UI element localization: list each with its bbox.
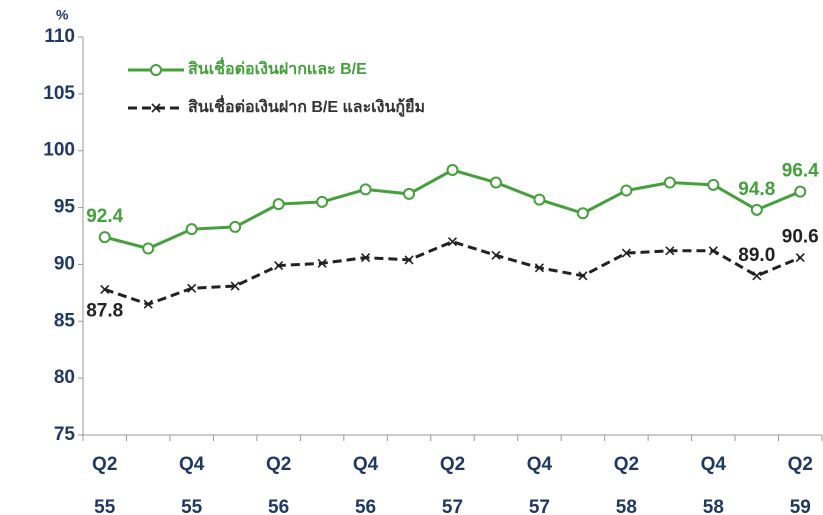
y-tick-label: 95 [54, 197, 76, 218]
legend-marker [150, 64, 162, 76]
point [274, 261, 284, 271]
legend-label: สินเชื่อต่อเงินฝาก B/E และเงินกู้ยืม [188, 95, 425, 118]
y-tick-label: 75 [54, 424, 76, 445]
point [665, 246, 675, 256]
point [142, 242, 155, 255]
y-tick-label: 105 [43, 83, 75, 104]
x-tick-label: 57 [442, 497, 463, 515]
point [663, 176, 676, 189]
x-tick-label: Q4 [701, 454, 727, 475]
x-tick-label: Q2 [788, 454, 813, 475]
point [446, 164, 459, 177]
y-tick-label: 80 [54, 367, 75, 388]
point [491, 250, 501, 260]
point [621, 248, 631, 258]
point [533, 193, 546, 206]
x-tick-label: 56 [268, 497, 289, 515]
point [230, 281, 240, 291]
point [576, 207, 589, 220]
x-tick-label: Q2 [614, 454, 639, 475]
point [794, 185, 807, 198]
point [752, 271, 762, 281]
x-tick-label: Q2 [440, 454, 465, 475]
y-tick-label: 100 [43, 140, 75, 161]
point [229, 220, 242, 233]
y-tick-label: 90 [54, 253, 75, 274]
x-tick-label: 59 [790, 497, 811, 515]
x-tick-label: Q2 [92, 454, 117, 475]
x-tick-label: Q2 [266, 454, 291, 475]
point [708, 246, 718, 256]
point [620, 184, 633, 197]
point [360, 253, 371, 263]
point [185, 223, 198, 236]
y-tick-label: 85 [54, 310, 76, 331]
x-tick-label: 56 [355, 497, 376, 515]
series-line [104, 240, 801, 306]
point [187, 283, 197, 293]
legend-label: สินเชื่อต่อเงินฝากและ B/E [188, 57, 367, 78]
x-tick-label: Q4 [353, 454, 379, 475]
value-label: 90.6 [782, 227, 819, 248]
legend-marker [151, 103, 161, 113]
point [404, 255, 414, 265]
point [750, 203, 763, 216]
point [578, 271, 588, 281]
point [100, 284, 110, 295]
y-tick-label: 110 [44, 26, 75, 47]
x-tick-label: Q4 [527, 454, 553, 475]
series-line [104, 168, 801, 251]
point [316, 195, 329, 208]
point [707, 178, 720, 191]
point [534, 263, 545, 273]
point [143, 299, 153, 309]
x-tick-label: 58 [616, 497, 637, 515]
value-label: 89.0 [738, 245, 775, 266]
point [795, 253, 805, 263]
point [272, 198, 285, 211]
y-unit: % [56, 7, 69, 23]
value-label: 87.8 [86, 300, 123, 321]
point [489, 176, 502, 189]
value-label: 94.8 [738, 179, 775, 200]
point [359, 183, 372, 196]
x-tick-label: 58 [703, 497, 724, 515]
x-tick-label: 55 [94, 497, 116, 515]
x-tick-label: 55 [181, 497, 203, 515]
x-tick-label: 57 [529, 497, 550, 515]
value-label: 92.4 [86, 206, 123, 227]
point [447, 237, 458, 247]
x-tick-label: Q4 [179, 454, 205, 475]
point [98, 231, 111, 244]
point [403, 187, 416, 200]
value-label: 96.4 [782, 161, 819, 182]
point [317, 258, 327, 268]
